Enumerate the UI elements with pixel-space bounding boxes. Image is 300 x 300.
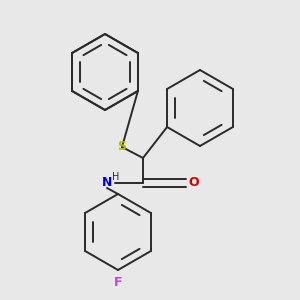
- Text: H: H: [112, 172, 120, 182]
- Text: N: N: [102, 176, 112, 190]
- Text: F: F: [114, 275, 122, 289]
- Text: S: S: [118, 140, 127, 154]
- Text: O: O: [189, 176, 199, 190]
